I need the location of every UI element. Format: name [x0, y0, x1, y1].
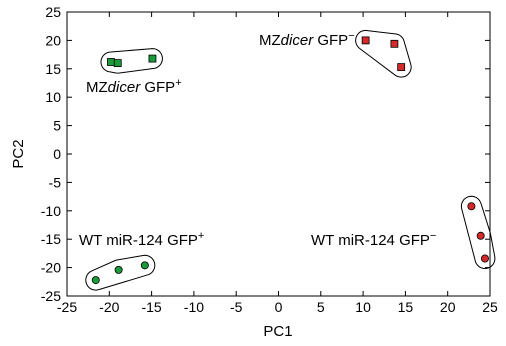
group-outline	[355, 29, 412, 78]
y-tick-label: 5	[53, 118, 61, 134]
group-label: MZdicer GFP+	[86, 77, 182, 96]
x-tick-label: 20	[440, 299, 456, 315]
y-tick-label: -10	[41, 203, 61, 219]
y-tick-label: -15	[41, 231, 61, 247]
data-point-circle	[480, 254, 489, 263]
data-point-square	[397, 63, 406, 71]
x-tick-label: -20	[99, 299, 119, 315]
group-outline	[85, 254, 156, 291]
x-tick-label: 0	[275, 299, 283, 315]
y-tick-label: -5	[49, 174, 62, 190]
x-tick-label: 25	[482, 299, 498, 315]
data-point-circle	[140, 261, 149, 270]
x-tick-label: -10	[184, 299, 204, 315]
y-tick-label: 20	[45, 32, 61, 48]
group-annotations: MZdicer GFP+ MZdicer GFP− WT miR-124 GFP+ W…	[79, 30, 436, 249]
data-point-square	[148, 54, 157, 63]
x-axis-label: PC1	[263, 323, 292, 340]
group-outline	[460, 195, 496, 269]
data-point-square	[390, 39, 399, 48]
group-label: WT miR-124 GFP+	[79, 230, 204, 249]
y-tick-label: -25	[41, 288, 61, 304]
x-tick-label: 15	[398, 299, 414, 315]
data-point-square	[113, 59, 122, 68]
group-outline	[100, 48, 163, 74]
data-point-circle	[91, 276, 100, 285]
data-point-circle	[114, 265, 123, 274]
group-label: WT miR-124 GFP−	[311, 230, 436, 249]
data-points	[91, 36, 489, 285]
axis-ticks: -25 -20 -15 -10 -5 0 5 10 15 20 25 25 20 15 10 5 0 -5 -10 -…	[41, 4, 498, 315]
data-point-circle	[467, 202, 476, 211]
x-tick-label: -25	[57, 299, 77, 315]
y-axis-label: PC2	[10, 139, 27, 168]
data-point-square	[107, 58, 115, 66]
y-tick-label: 25	[45, 4, 61, 20]
y-tick-label: 10	[45, 89, 61, 105]
x-tick-label: -15	[141, 299, 161, 315]
x-tick-label: 5	[317, 299, 325, 315]
y-tick-label: -20	[41, 260, 61, 276]
plot-frame	[66, 11, 491, 297]
group-outlines	[85, 29, 496, 291]
x-tick-label: 10	[355, 299, 371, 315]
data-point-square	[361, 36, 370, 45]
x-tick-label: -5	[230, 299, 243, 315]
y-tick-label: 0	[53, 146, 61, 162]
y-tick-label: 15	[45, 61, 61, 77]
group-label: MZdicer GFP−	[259, 30, 355, 49]
data-point-circle	[476, 231, 485, 240]
